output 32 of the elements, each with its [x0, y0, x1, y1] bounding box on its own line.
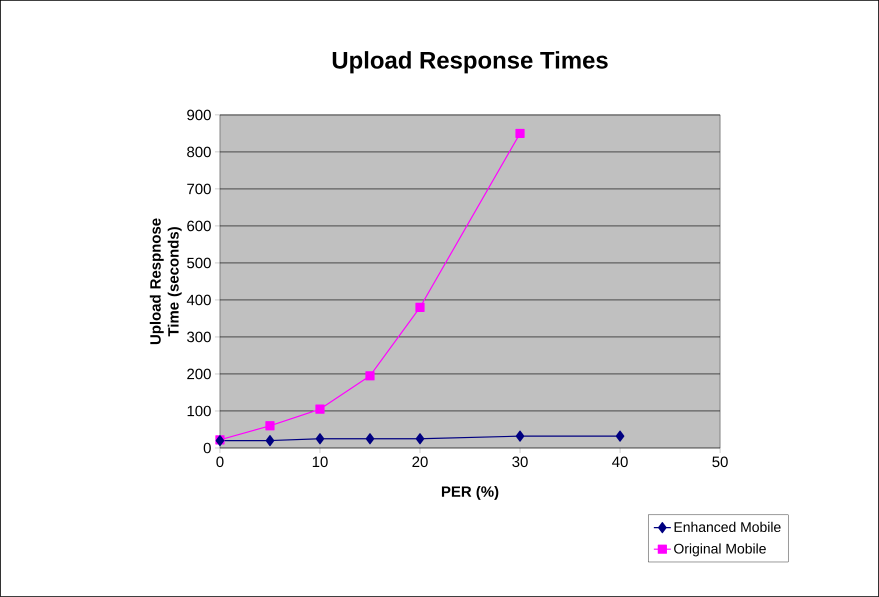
point: [265, 421, 275, 430]
y-axis-title: Upload Respnose Time (seconds): [150, 218, 182, 344]
y-tick-label: 700: [187, 184, 211, 194]
y-tick-label: 300: [187, 332, 211, 342]
y-tick-label: 500: [187, 258, 211, 268]
point: [366, 433, 374, 444]
x-tick-label: 30: [512, 456, 528, 468]
x-tick-label: 40: [612, 456, 628, 468]
y-tick-label: 0: [204, 442, 211, 454]
point: [416, 433, 424, 444]
y-tick-label: 900: [187, 110, 211, 120]
point: [365, 371, 375, 380]
y-tick-label: 400: [186, 294, 211, 306]
point: [616, 430, 624, 442]
point: [515, 128, 525, 138]
point: [315, 404, 325, 414]
chart-title: Upload Response Times: [332, 51, 608, 74]
y-tick-label: 800: [187, 146, 211, 158]
y-tick-label: 100: [188, 406, 211, 416]
x-axis-title: PER (%): [442, 486, 498, 500]
legend-label: Enhanced Mobile: [674, 522, 781, 532]
x-tick-label: 10: [312, 456, 328, 468]
y-tick-label: 200: [187, 368, 211, 380]
legend-label: Original Mobile: [674, 543, 766, 556]
x-tick-label: 20: [412, 456, 428, 468]
point: [316, 433, 324, 444]
x-tick-label: 50: [712, 456, 728, 468]
point: [415, 302, 425, 312]
x-tick-label: 0: [216, 456, 224, 468]
y-tick-label: 600: [187, 220, 211, 232]
point: [266, 435, 274, 446]
point: [516, 430, 524, 442]
